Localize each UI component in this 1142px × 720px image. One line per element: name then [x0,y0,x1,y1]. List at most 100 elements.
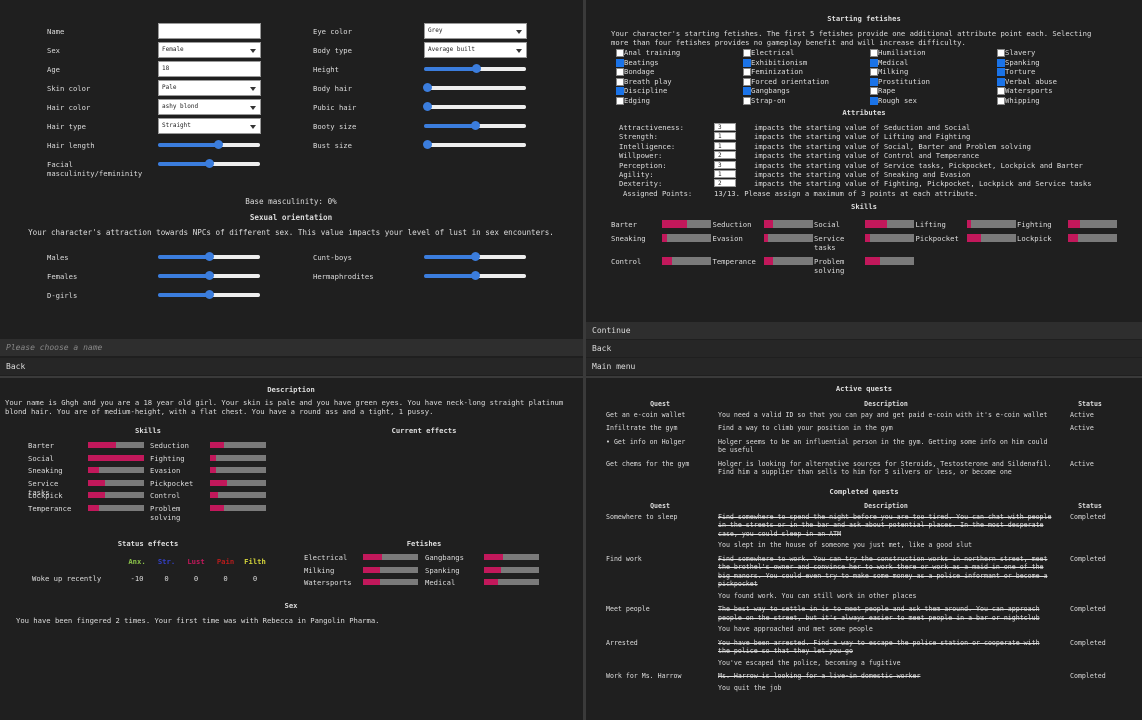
slider-thumb [471,271,480,280]
checkbox[interactable] [870,58,878,67]
select[interactable]: Average built [424,42,527,58]
checkbox[interactable] [616,96,624,105]
checkbox[interactable] [743,77,751,86]
skill-label: Social [28,453,54,463]
slider[interactable] [424,252,526,262]
checkbox[interactable] [997,58,1005,67]
slider[interactable] [423,83,526,93]
slider[interactable] [158,252,260,262]
status-header: Anx. [128,557,146,566]
skill-bar-fill [363,566,380,573]
slider[interactable] [158,140,260,150]
slider-fill [158,274,209,278]
checkbox[interactable] [616,49,624,57]
quest-row: Get an e-coin wallet You need a valid ID … [604,410,1124,424]
text-input[interactable] [158,23,261,39]
text-input[interactable]: 18 [158,61,261,77]
attribute-input[interactable]: 1 [714,170,736,178]
skill-label: Sneaking [28,466,63,476]
slider[interactable] [158,271,260,281]
slider-fill [424,124,475,128]
checkbox[interactable] [743,49,751,57]
checkbox[interactable] [616,58,624,67]
skill-label: Pickpocket [150,478,194,488]
fetish-label: Gangbangs [425,553,464,562]
skill-bar [763,257,813,265]
skill-bar [662,257,711,265]
section-title: Starting fetishes [827,14,901,23]
checkbox[interactable] [870,49,878,57]
attribute-input[interactable]: 1 [714,141,736,150]
select[interactable]: ashy blond [158,99,261,115]
checkbox[interactable] [616,87,624,95]
skill-bar-fill [865,257,880,265]
attribute-input[interactable]: 3 [714,160,736,169]
quest-name: Arrested [606,638,638,647]
checkbox[interactable] [997,87,1005,95]
header-row: Quest Description Status [604,399,1124,410]
select[interactable]: Female [158,42,261,58]
menu-button[interactable]: Back [586,340,1142,357]
slider-thumb [472,64,482,73]
checkbox[interactable] [870,68,878,76]
select[interactable]: Pale [158,80,261,96]
attribute-input[interactable]: 2 [714,179,736,188]
slider-track [476,67,526,71]
checkbox[interactable] [997,68,1005,76]
checkbox[interactable] [743,68,751,76]
checkbox[interactable] [997,49,1005,57]
attribute-text: impacts the starting value of Sneaking a… [754,170,971,179]
quest-status [1056,437,1124,459]
quest-status: Active [1070,410,1094,419]
status-value: 0 [252,574,258,583]
checkbox[interactable] [616,68,624,76]
quest-description: Find a way to climb your position in the… [716,423,1056,437]
attribute-input[interactable]: 2 [714,151,736,160]
slider[interactable] [424,121,526,131]
checkbox[interactable] [870,77,878,86]
checkbox[interactable] [870,87,878,95]
slider[interactable] [424,64,526,74]
select[interactable]: Straight [158,118,261,134]
attribute-label: Attractiveness: [619,123,684,132]
skill-bar [966,220,1016,228]
quest-status: Active [1070,459,1094,468]
field-label: Pubic hair [313,103,357,112]
slider-track [209,293,260,297]
menu-button[interactable]: Continue [586,322,1142,339]
quest-name: Meet people [606,605,650,613]
status-header: Str. [157,557,176,566]
quest-description: Holger is looking for alternative source… [716,459,1056,481]
attribute-input[interactable]: 3 [714,123,736,131]
slider[interactable] [424,271,526,281]
slider-fill [158,293,209,297]
back-button[interactable]: Back [0,358,583,375]
slider[interactable] [158,290,260,300]
assigned-label: Assigned Points: [623,189,693,198]
column-header: Quest [650,400,670,408]
checkbox[interactable] [743,58,751,67]
section-title: Skills [851,202,877,211]
checkbox[interactable] [743,87,751,95]
slider[interactable] [158,159,260,169]
skill-bar [210,454,266,461]
select[interactable]: Grey [424,23,527,39]
orientation-label: Females [47,272,78,281]
slider[interactable] [423,140,526,150]
status-value: 0 [193,574,199,583]
fetish-label: Bondage [624,67,655,76]
skill-bar-fill [210,479,227,486]
checkbox[interactable] [743,96,751,105]
attribute-input[interactable]: 1 [714,132,736,141]
checkbox[interactable] [870,96,878,105]
name-input[interactable]: Please choose a name [0,339,583,356]
checkbox[interactable] [997,96,1005,105]
field-label: Hair type [47,122,86,131]
slider-thumb [471,252,480,261]
checkbox[interactable] [616,77,624,86]
slider[interactable] [423,102,526,112]
checkbox[interactable] [997,77,1005,86]
description-text: You have been arrested. Find a way to es… [718,638,1040,656]
menu-button[interactable]: Main menu [586,358,1142,375]
skill-bar [363,566,418,573]
